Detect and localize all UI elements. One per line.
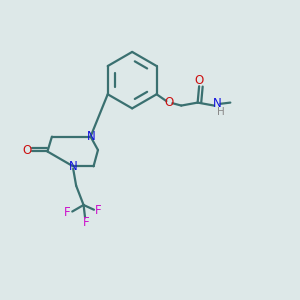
Text: O: O [194,74,204,87]
Text: F: F [82,216,89,229]
Text: N: N [213,97,222,110]
Text: H: H [217,106,225,116]
Text: F: F [64,206,70,219]
Text: O: O [164,96,173,109]
Text: O: O [22,144,32,158]
Text: N: N [69,160,77,173]
Text: N: N [87,130,96,143]
Text: F: F [94,204,101,217]
